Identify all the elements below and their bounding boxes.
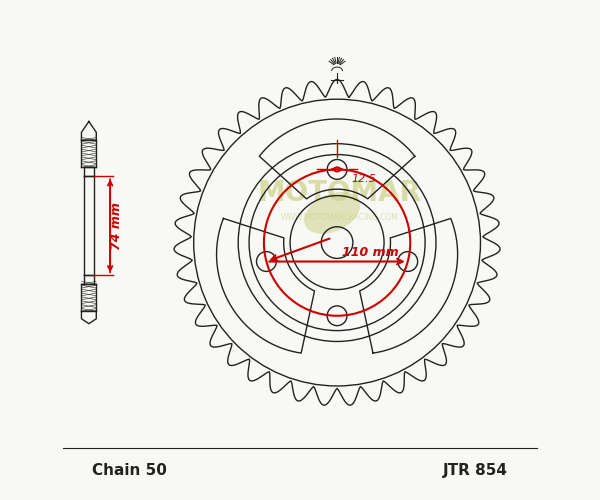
Text: 12.5: 12.5 [352,174,377,184]
Text: JTR 854: JTR 854 [443,462,508,477]
Ellipse shape [304,192,360,234]
Text: 110 mm: 110 mm [342,246,398,259]
Text: 74 mm: 74 mm [110,202,122,250]
Text: Chain 50: Chain 50 [92,462,167,477]
Text: WWW.MOTOMARLRACING.COM: WWW.MOTOMARLRACING.COM [281,214,398,222]
Text: MOTOMAR: MOTOMAR [257,179,422,207]
